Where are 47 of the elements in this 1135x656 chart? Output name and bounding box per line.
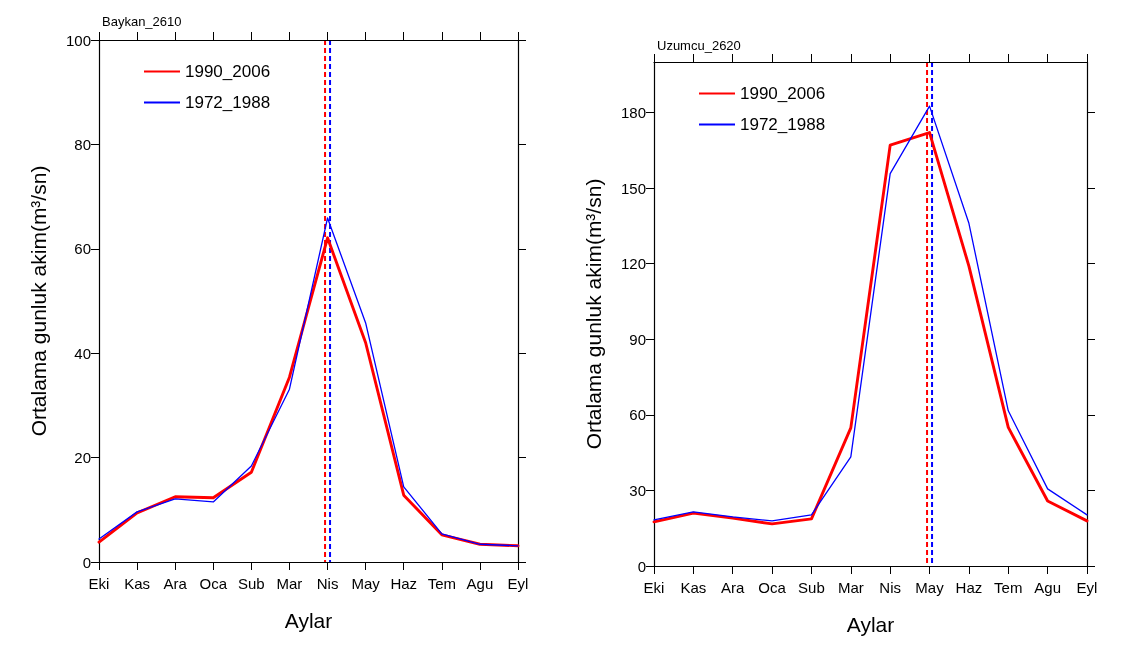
legend-label: 1990_2006 [185,62,271,81]
x-tick-label: May [915,579,945,596]
y-tick-label: 0 [82,553,91,571]
y-tick-label: 30 [629,481,646,499]
y-axis-title: Ortalama gunluk akim(m³/sn) [582,178,605,450]
x-tick-label: Haz [390,575,418,592]
y-tick-label: 20 [74,449,91,467]
x-tick-label: Oca [758,579,787,596]
x-tick-label: Eki [643,579,665,596]
x-tick-label: Eki [88,575,110,592]
x-tick-label: Mar [837,579,864,596]
x-tick-label: Tem [427,575,456,592]
x-tick-label: Agu [466,575,494,592]
chart-title: Baykan_2610 [102,14,182,29]
x-axis-title: Aylar [284,609,333,632]
y-axis-title: Ortalama gunluk akim(m³/sn) [27,165,50,437]
y-tick-label: 60 [74,240,91,258]
legend-label: 1972_1988 [740,115,826,134]
x-axis-title: Aylar [846,613,895,636]
legend-label: 1972_1988 [185,93,271,112]
x-tick-label: Oca [199,575,228,592]
y-tick-label: 0 [637,557,646,575]
x-tick-label: Tem [994,579,1023,596]
x-tick-label: Kas [124,575,151,592]
x-tick-label: Nis [316,575,339,592]
y-tick-label: 120 [620,255,646,273]
chart-title: Uzumcu_2620 [657,38,741,53]
x-tick-label: Nis [879,579,902,596]
x-tick-label: Ara [163,575,188,592]
y-tick-label: 60 [629,406,646,424]
y-tick-label: 40 [74,344,91,362]
x-tick-label: Haz [955,579,983,596]
y-tick-label: 80 [74,135,91,153]
x-tick-label: Ara [721,579,746,596]
x-tick-label: Sub [238,575,265,592]
legend-label: 1990_2006 [740,84,826,103]
x-tick-label: Mar [276,575,303,592]
y-tick-label: 150 [620,179,646,197]
x-tick-label: Sub [798,579,825,596]
y-tick-label: 100 [65,31,91,49]
x-tick-label: Kas [680,579,707,596]
y-tick-label: 90 [629,330,646,348]
x-tick-label: Eyl [1076,579,1098,596]
x-tick-label: Eyl [507,575,529,592]
x-tick-label: May [351,575,381,592]
x-tick-label: Agu [1034,579,1061,596]
y-tick-label: 180 [620,103,646,121]
